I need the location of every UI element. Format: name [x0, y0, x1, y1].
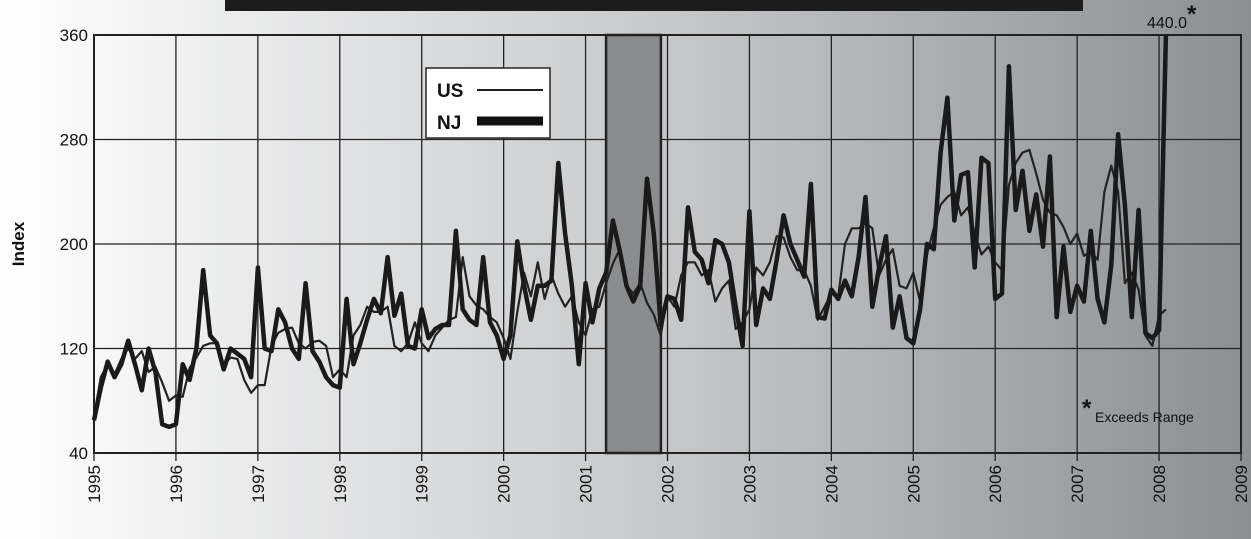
x-tick-label: 2009 [1232, 465, 1251, 503]
x-tick-label: 2005 [904, 465, 923, 503]
grid-layer [93, 34, 1242, 461]
x-tick-label: 1997 [249, 465, 268, 503]
note-star: * [1082, 395, 1092, 422]
title-banner [225, 0, 1083, 11]
x-tick-label: 2000 [495, 465, 514, 503]
x-tick-label: 1998 [331, 465, 350, 503]
x-tick-label: 2007 [1068, 465, 1087, 503]
legend-box [425, 67, 551, 139]
peak-star: * [1187, 1, 1197, 28]
shaded-region [604, 33, 663, 455]
x-tick-label: 2004 [822, 465, 841, 503]
x-tick-label: 2006 [986, 465, 1005, 503]
x-tick-label: 2003 [740, 465, 759, 503]
x-tick-label: 2002 [659, 465, 678, 503]
x-tick-label: 1996 [167, 465, 186, 503]
y-tick-label: 360 [60, 26, 88, 45]
y-tick-label: 40 [69, 444, 88, 463]
x-tick-labels: 1995 1996 1997 1998 1999 2000 2001 2002 2003 2004… [85, 465, 1251, 503]
legend-label-nj: NJ [437, 113, 461, 134]
series-layer [91, 34, 1169, 430]
series-line-nj [91, 34, 1169, 430]
y-tick-labels: 40 120 200 280 360 [60, 26, 88, 463]
x-tick-label: 1995 [85, 465, 104, 503]
y-tick-label: 280 [60, 131, 88, 150]
legend-label-us: US [437, 81, 463, 102]
y-tick-label: 200 [60, 235, 88, 254]
exceeds-range-note: Exceeds Range [1095, 409, 1194, 425]
legend: US NJ [425, 67, 551, 139]
x-tick-label: 2001 [577, 465, 596, 503]
peak-value-label: 440.0 [1147, 15, 1187, 32]
y-axis-label: Index [9, 221, 28, 266]
x-tick-label: 2008 [1150, 465, 1169, 503]
x-tick-label: 1999 [413, 465, 432, 503]
y-tick-label: 120 [60, 340, 88, 359]
